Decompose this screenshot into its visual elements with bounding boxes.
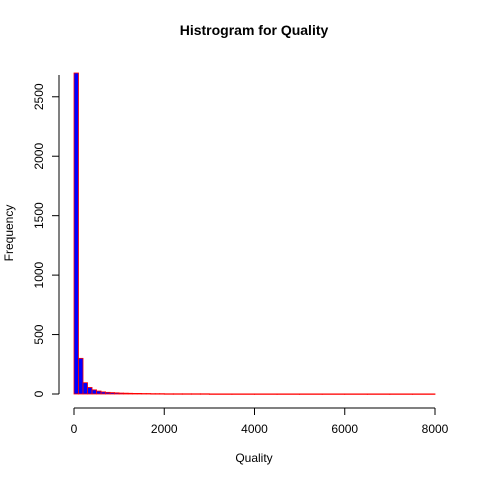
histogram-bar-13: [132, 393, 138, 395]
histogram-bar-32: [366, 393, 391, 395]
histogram-bar-24: [199, 393, 210, 395]
x-tick-label-0: 0: [71, 422, 78, 436]
x-tick-label-8000: 8000: [422, 422, 449, 436]
x-axis-label: Quality: [235, 451, 272, 465]
histogram-bar-15: [141, 393, 147, 395]
bars-group: [73, 72, 436, 395]
x-tick-label-4000: 4000: [241, 422, 268, 436]
histogram-bar-25: [208, 393, 233, 395]
histogram-bar-11: [123, 392, 129, 395]
histogram-bar-31: [344, 393, 368, 395]
histogram-bar-0: [73, 72, 79, 395]
y-tick-label-2500: 2500: [32, 83, 46, 110]
histogram-bar-8: [109, 392, 116, 395]
y-axis-label: Frequency: [2, 205, 16, 262]
histogram-bar-34: [412, 393, 436, 395]
x-axis-ticks: 0 2000 4000 6000 8000: [71, 408, 449, 436]
histogram-bar-19: [159, 393, 165, 395]
histogram-bar-12: [127, 392, 134, 395]
y-axis-ticks: 0 500 1000 1500 2000 2500: [32, 83, 59, 397]
histogram-bar-28: [276, 393, 301, 395]
histogram-bar-14: [136, 393, 143, 395]
y-tick-label-500: 500: [32, 324, 46, 344]
y-tick-label-2000: 2000: [32, 143, 46, 170]
histogram-bar-4: [91, 389, 97, 395]
histogram-bar-10: [118, 392, 125, 395]
histogram-bar-27: [254, 393, 278, 395]
y-tick-label-1000: 1000: [32, 261, 46, 288]
histogram-bar-7: [105, 391, 111, 395]
histogram-bar-21: [172, 393, 183, 395]
histogram-bar-29: [299, 393, 323, 395]
histogram-bar-22: [181, 393, 192, 395]
histogram-bar-20: [163, 393, 174, 395]
x-tick-label-6000: 6000: [331, 422, 358, 436]
histogram-bar-17: [150, 393, 156, 395]
histogram-bar-2: [82, 382, 88, 395]
histogram-bar-6: [100, 391, 106, 395]
histogram-bar-33: [389, 393, 413, 395]
histogram-bar-16: [145, 393, 152, 395]
histogram-bar-23: [190, 393, 201, 395]
histogram-bar-9: [114, 392, 120, 395]
x-tick-label-2000: 2000: [151, 422, 178, 436]
histogram-bar-1: [78, 357, 84, 395]
histogram-bar-3: [87, 387, 93, 395]
y-tick-label-1500: 1500: [32, 202, 46, 229]
chart-title: Histrogram for Quality: [180, 22, 329, 38]
y-tick-label-0: 0: [32, 390, 46, 397]
histogram-bar-18: [154, 393, 161, 395]
histogram-bar-26: [231, 393, 255, 395]
histogram-bar-5: [96, 390, 102, 395]
histogram-bar-30: [321, 393, 346, 395]
